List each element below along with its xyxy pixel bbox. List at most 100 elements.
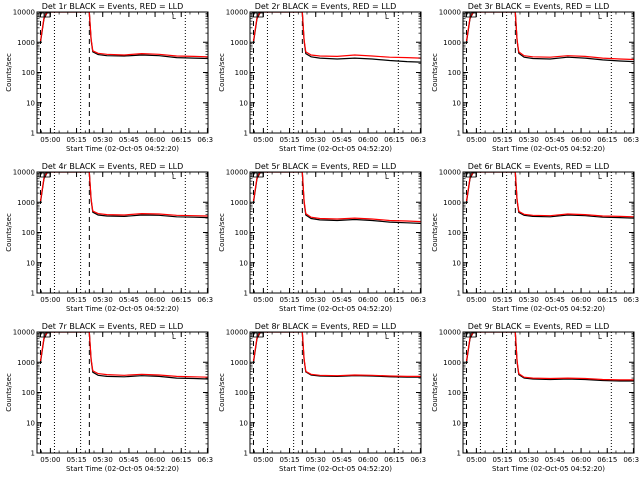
series-line-lld — [465, 172, 634, 218]
x-tick-label: 05:15 — [492, 296, 512, 304]
y-tick-label: 1 — [457, 130, 461, 138]
x-tick-label: 06:00 — [571, 456, 591, 464]
x-tick-label: 06:30 — [410, 296, 426, 304]
y-tick-label: 10000 — [439, 169, 461, 177]
x-tick-label: 06:30 — [197, 136, 213, 144]
series-line-events — [252, 332, 421, 378]
detector-chart: L 1 10 100 1000 10000 05:00 05:15 05:30 05:45 06:0… — [218, 322, 426, 473]
detector-panel: L 1 10 100 1000 10000 05:00 05:15 05:30 05:45 06:0… — [213, 320, 426, 480]
y-tick-label: 1000 — [17, 39, 35, 47]
series-line-lld — [39, 172, 208, 217]
corner-mark: L — [385, 173, 389, 181]
plot-frame — [36, 331, 209, 454]
corner-mark: L — [172, 333, 176, 341]
detector-chart: L 1 10 100 1000 10000 05:00 05:15 05:30 05:45 06:0… — [218, 2, 426, 153]
x-tick-label: 06:30 — [623, 296, 639, 304]
x-tick-label: 06:15 — [171, 456, 191, 464]
detector-panel: L 1 10 100 1000 10000 05:00 05:15 05:30 05:45 06:0… — [426, 160, 639, 320]
series-line-lld — [252, 12, 421, 59]
corner-mark: L — [172, 173, 176, 181]
x-axis-label: Start Time (02-Oct-05 04:52:20) — [492, 145, 605, 153]
y-axis-label: Counts/sec — [218, 373, 226, 412]
x-tick-label: 06:30 — [410, 136, 426, 144]
x-axis-label: Start Time (02-Oct-05 04:52:20) — [279, 465, 392, 473]
x-tick-label: 05:45 — [545, 136, 565, 144]
detector-chart: L 1 10 100 1000 10000 05:00 05:15 05:30 05:45 06:0… — [431, 162, 639, 313]
y-tick-label: 10 — [239, 419, 248, 427]
x-axis-label: Start Time (02-Oct-05 04:52:20) — [66, 465, 179, 473]
y-tick-label: 100 — [448, 389, 461, 397]
chart-title: Det 5r BLACK = Events, RED = LLD — [255, 162, 397, 171]
y-tick-label: 100 — [235, 389, 248, 397]
y-tick-label: 100 — [22, 69, 35, 77]
x-tick-label: 06:00 — [358, 136, 378, 144]
x-tick-label: 06:15 — [171, 296, 191, 304]
y-tick-label: 100 — [235, 69, 248, 77]
x-axis-label: Start Time (02-Oct-05 04:52:20) — [492, 305, 605, 313]
detector-chart: L 1 10 100 1000 10000 05:00 05:15 05:30 05:45 06:0… — [5, 162, 213, 313]
plot-frame — [36, 171, 209, 294]
x-tick-label: 06:30 — [410, 456, 426, 464]
y-tick-label: 10000 — [226, 169, 248, 177]
series-line-events — [252, 12, 421, 63]
y-tick-label: 10000 — [13, 329, 35, 337]
x-tick-label: 05:30 — [93, 136, 113, 144]
y-tick-label: 10 — [26, 419, 35, 427]
series-line-events — [39, 12, 208, 60]
y-tick-label: 1 — [244, 130, 248, 138]
series-line-events — [252, 172, 421, 224]
x-tick-label: 06:15 — [384, 296, 404, 304]
series-line-events — [465, 12, 634, 63]
chart-title: Det 3r BLACK = Events, RED = LLD — [468, 2, 610, 11]
series-line-events — [39, 332, 208, 380]
detector-panel: L 1 10 100 1000 10000 05:00 05:15 05:30 05:45 06:0… — [213, 160, 426, 320]
plot-frame — [462, 171, 635, 294]
x-tick-label: 05:15 — [279, 456, 299, 464]
detector-panel: L 1 10 100 1000 10000 05:00 05:15 05:30 05:45 06:0… — [0, 320, 213, 480]
x-tick-label: 06:00 — [571, 296, 591, 304]
y-tick-label: 100 — [235, 229, 248, 237]
x-tick-label: 06:15 — [171, 136, 191, 144]
x-axis-label: Start Time (02-Oct-05 04:52:20) — [66, 145, 179, 153]
y-tick-label: 1000 — [17, 199, 35, 207]
plot-frame — [462, 331, 635, 454]
x-tick-label: 05:30 — [93, 456, 113, 464]
corner-mark: L — [598, 333, 602, 341]
x-tick-label: 05:45 — [119, 136, 139, 144]
x-tick-label: 05:30 — [519, 296, 539, 304]
detector-chart: L 1 10 100 1000 10000 05:00 05:15 05:30 05:45 06:0… — [218, 162, 426, 313]
y-tick-label: 1 — [31, 450, 35, 458]
x-tick-label: 06:15 — [384, 456, 404, 464]
y-axis-label: Counts/sec — [431, 53, 439, 92]
x-tick-label: 05:45 — [545, 456, 565, 464]
y-tick-label: 1 — [31, 290, 35, 298]
detector-panel: L 1 10 100 1000 10000 05:00 05:15 05:30 05:45 06:0… — [426, 0, 639, 160]
y-tick-label: 10 — [26, 259, 35, 267]
x-tick-label: 06:30 — [623, 136, 639, 144]
x-axis-label: Start Time (02-Oct-05 04:52:20) — [492, 465, 605, 473]
x-tick-label: 05:15 — [279, 296, 299, 304]
y-tick-label: 1000 — [230, 39, 248, 47]
x-tick-label: 05:00 — [253, 456, 273, 464]
x-tick-label: 05:15 — [492, 136, 512, 144]
y-tick-label: 1000 — [230, 359, 248, 367]
x-tick-label: 06:00 — [145, 136, 165, 144]
y-tick-label: 10 — [239, 259, 248, 267]
y-axis-label: Counts/sec — [5, 213, 13, 252]
y-tick-label: 10 — [239, 99, 248, 107]
x-tick-label: 05:00 — [40, 136, 60, 144]
detector-chart: L 1 10 100 1000 10000 05:00 05:15 05:30 05:45 06:0… — [5, 2, 213, 153]
x-tick-label: 06:00 — [145, 456, 165, 464]
detector-chart: L 1 10 100 1000 10000 05:00 05:15 05:30 05:45 06:0… — [5, 322, 213, 473]
y-tick-label: 1000 — [443, 359, 461, 367]
x-tick-label: 06:15 — [597, 296, 617, 304]
series-line-events — [39, 172, 208, 219]
y-tick-label: 1000 — [443, 39, 461, 47]
x-tick-label: 05:15 — [279, 136, 299, 144]
x-tick-label: 05:30 — [306, 136, 326, 144]
x-tick-label: 05:45 — [332, 136, 352, 144]
y-tick-label: 10000 — [439, 329, 461, 337]
y-tick-label: 10 — [452, 419, 461, 427]
x-tick-label: 06:15 — [384, 136, 404, 144]
